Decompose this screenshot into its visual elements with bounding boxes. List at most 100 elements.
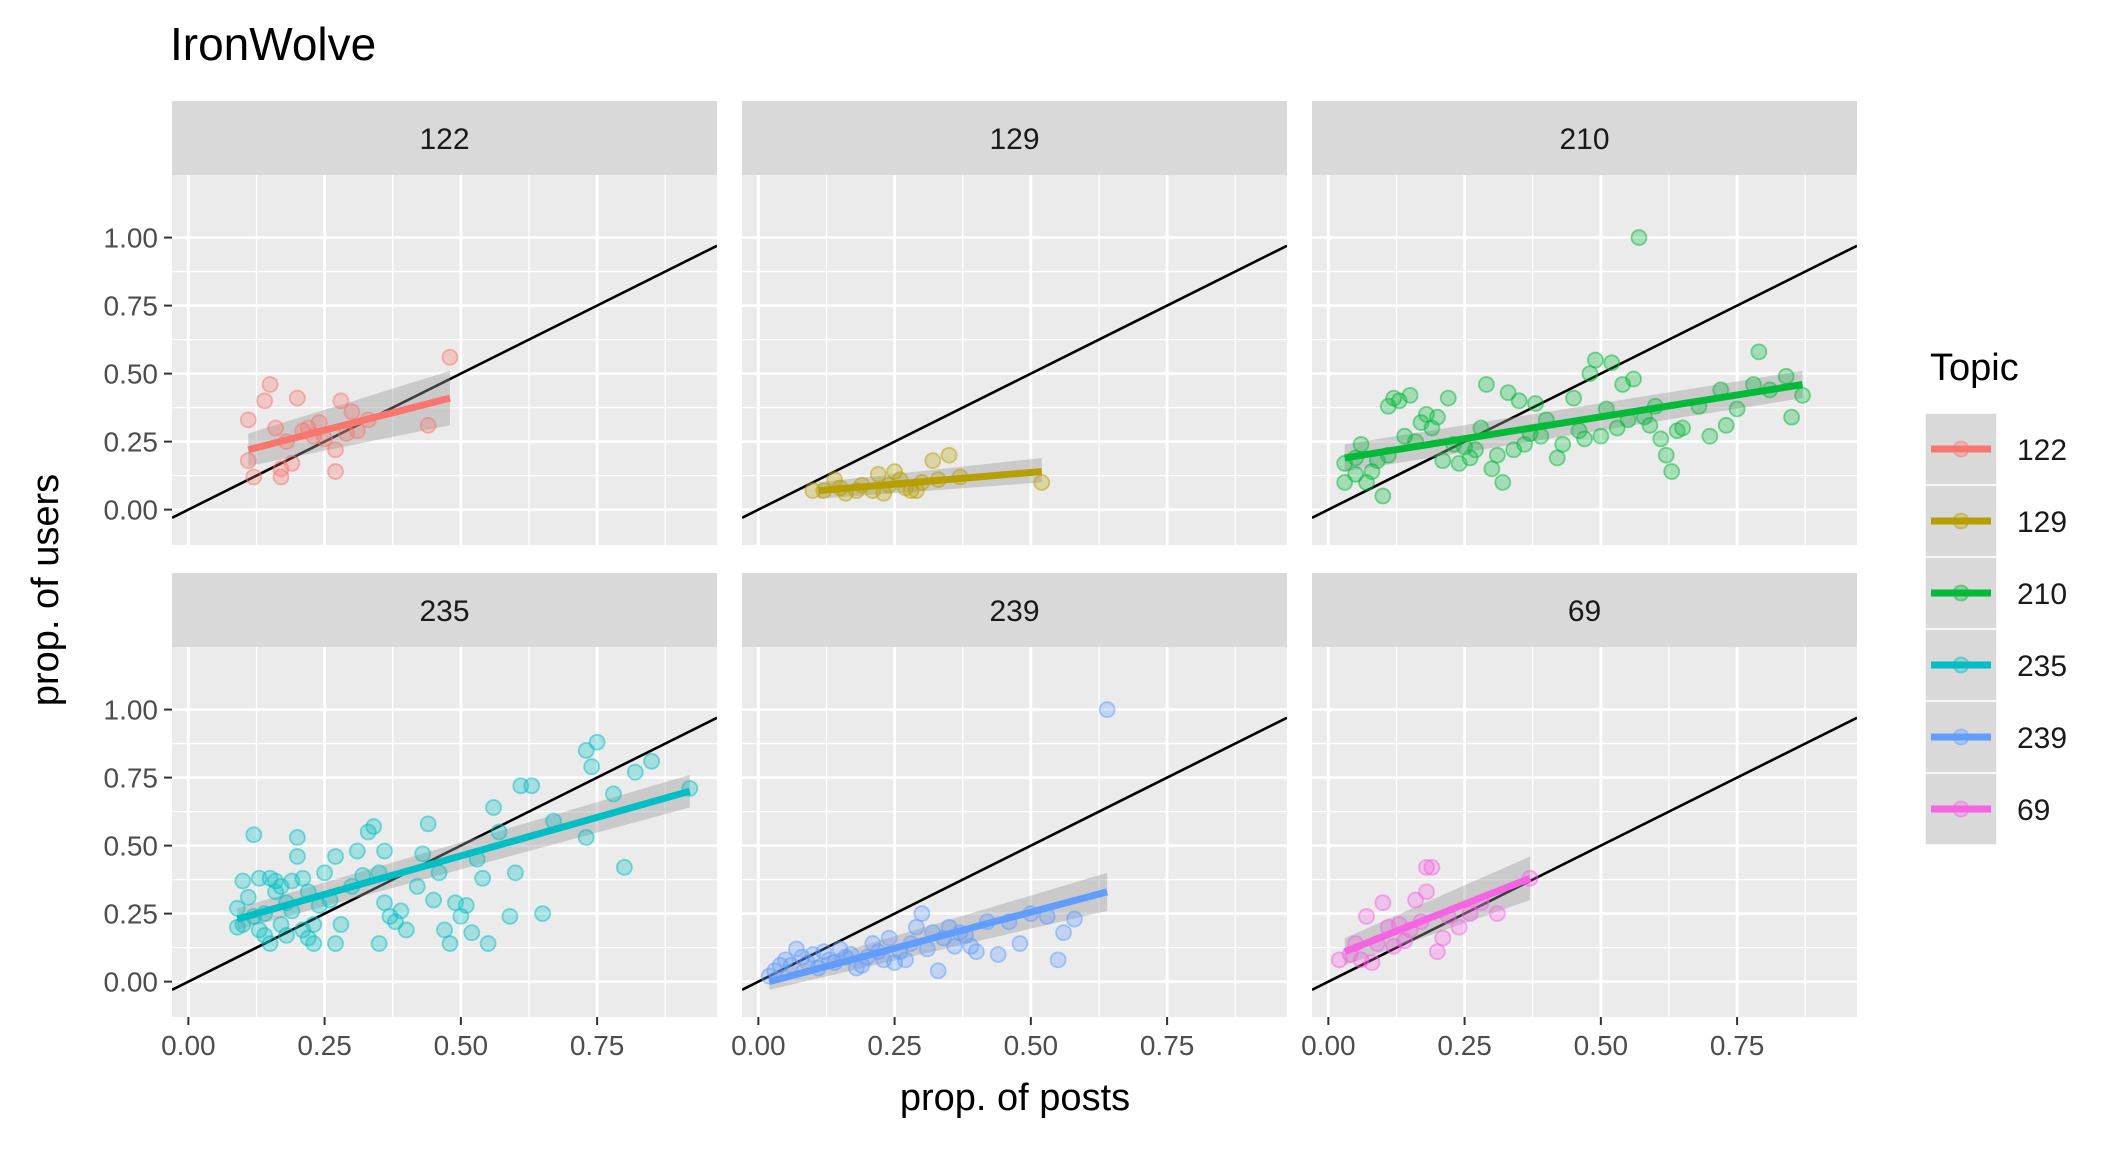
facet-strip-label: 239 bbox=[989, 595, 1039, 628]
panel-plot-area bbox=[172, 716, 717, 991]
data-point bbox=[1461, 449, 1479, 467]
data-point bbox=[343, 403, 361, 421]
data-point bbox=[1407, 891, 1424, 909]
facet-strip-label: 122 bbox=[419, 123, 469, 156]
data-point bbox=[1674, 419, 1691, 437]
data-point bbox=[288, 389, 306, 407]
facet-panel-69: 69 0.00 0.25 0.50 0.75 bbox=[1301, 573, 1857, 1061]
data-point bbox=[1467, 441, 1484, 459]
data-point bbox=[463, 924, 481, 942]
data-point bbox=[1652, 430, 1670, 448]
data-point bbox=[1494, 474, 1512, 491]
y-tick-label: 0.75 bbox=[104, 763, 159, 794]
reference-line-y-equals-x bbox=[1312, 716, 1857, 991]
facet-strip-label: 129 bbox=[989, 123, 1039, 156]
regression-line bbox=[1344, 381, 1804, 462]
data-point bbox=[256, 392, 274, 410]
data-point bbox=[278, 926, 295, 944]
data-point bbox=[1750, 343, 1768, 361]
data-point bbox=[1434, 929, 1452, 947]
data-point bbox=[1423, 858, 1441, 876]
data-point bbox=[283, 454, 301, 472]
data-point bbox=[316, 864, 334, 882]
legend-entry-239: 239 bbox=[1924, 700, 2067, 774]
x-tick-label: 0.25 bbox=[1437, 1030, 1492, 1061]
data-point bbox=[1055, 924, 1072, 942]
x-tick-label: 0.00 bbox=[1301, 1030, 1356, 1061]
data-point bbox=[523, 777, 541, 795]
data-point bbox=[886, 463, 903, 480]
data-point bbox=[376, 842, 393, 860]
x-axis-title: prop. of posts bbox=[900, 1077, 1130, 1119]
y-tick-label: 0.25 bbox=[104, 427, 159, 458]
data-point bbox=[1527, 395, 1544, 412]
facet-strip bbox=[1312, 573, 1857, 647]
data-point bbox=[1625, 370, 1642, 388]
data-point bbox=[1358, 907, 1375, 925]
regression-line bbox=[818, 468, 1043, 495]
facet-strip bbox=[1312, 101, 1857, 175]
x-tick-label: 0.75 bbox=[570, 1030, 625, 1061]
data-point bbox=[1461, 905, 1479, 923]
facet-strip bbox=[742, 573, 1287, 647]
data-point bbox=[815, 943, 833, 961]
panel-plot-area bbox=[1312, 716, 1857, 991]
data-point bbox=[1428, 408, 1446, 426]
data-point bbox=[1592, 427, 1610, 445]
data-point bbox=[577, 741, 595, 759]
data-point bbox=[327, 441, 344, 459]
data-point bbox=[897, 951, 914, 969]
facet-panel-239: 239 0.00 0.25 0.50 0.75 bbox=[731, 573, 1287, 1061]
data-point bbox=[1608, 419, 1626, 437]
facet-panel-235: 235 0.00 0.25 0.50 0.75 1.00 0.00 0.25 0.50 0.75 bbox=[104, 573, 717, 1061]
data-point bbox=[1630, 229, 1648, 246]
data-point bbox=[397, 921, 415, 939]
data-point bbox=[501, 907, 519, 925]
data-point bbox=[272, 468, 290, 486]
data-point bbox=[245, 826, 263, 844]
data-point bbox=[1347, 465, 1364, 483]
data-point bbox=[1603, 354, 1621, 372]
legend-entry-235: 235 bbox=[1924, 628, 2067, 702]
panel-plot-area bbox=[742, 244, 1287, 519]
legend-entry-129: 129 bbox=[1924, 484, 2067, 558]
facet-strip bbox=[172, 573, 717, 647]
facet-panel-210: 210 bbox=[1312, 101, 1857, 545]
x-tick-label: 0.50 bbox=[1004, 1030, 1059, 1061]
data-point bbox=[1363, 954, 1381, 971]
data-point bbox=[1352, 435, 1370, 453]
facet-strip-label: 210 bbox=[1559, 123, 1609, 156]
data-point bbox=[305, 935, 323, 952]
data-point bbox=[577, 829, 595, 846]
y-tick-label: 0.50 bbox=[104, 359, 159, 390]
legend-entry-69: 69 bbox=[1924, 772, 2050, 846]
data-point bbox=[425, 891, 443, 909]
confidence-band bbox=[1344, 856, 1530, 966]
data-point bbox=[414, 845, 432, 863]
data-point bbox=[234, 872, 252, 890]
data-point bbox=[626, 763, 644, 781]
data-point bbox=[1401, 386, 1419, 404]
data-point bbox=[1663, 463, 1681, 480]
data-point bbox=[583, 758, 601, 776]
regression-line bbox=[247, 394, 451, 454]
data-point bbox=[441, 935, 459, 952]
data-point bbox=[485, 799, 502, 816]
data-point bbox=[419, 416, 437, 434]
data-point bbox=[788, 940, 805, 958]
data-point bbox=[332, 392, 350, 410]
data-point bbox=[615, 858, 633, 876]
data-point bbox=[1434, 452, 1452, 470]
data-point bbox=[348, 842, 366, 860]
data-point bbox=[1576, 430, 1593, 448]
reference-line-y-equals-x bbox=[172, 244, 717, 519]
y-tick-label: 0.25 bbox=[104, 899, 159, 930]
facet-strip-label: 235 bbox=[419, 595, 469, 628]
data-point bbox=[288, 848, 306, 865]
legend-label: 69 bbox=[2017, 794, 2050, 827]
data-point bbox=[479, 935, 497, 952]
y-tick-label: 1.00 bbox=[104, 223, 159, 254]
panel-plot-area bbox=[1312, 229, 1857, 519]
